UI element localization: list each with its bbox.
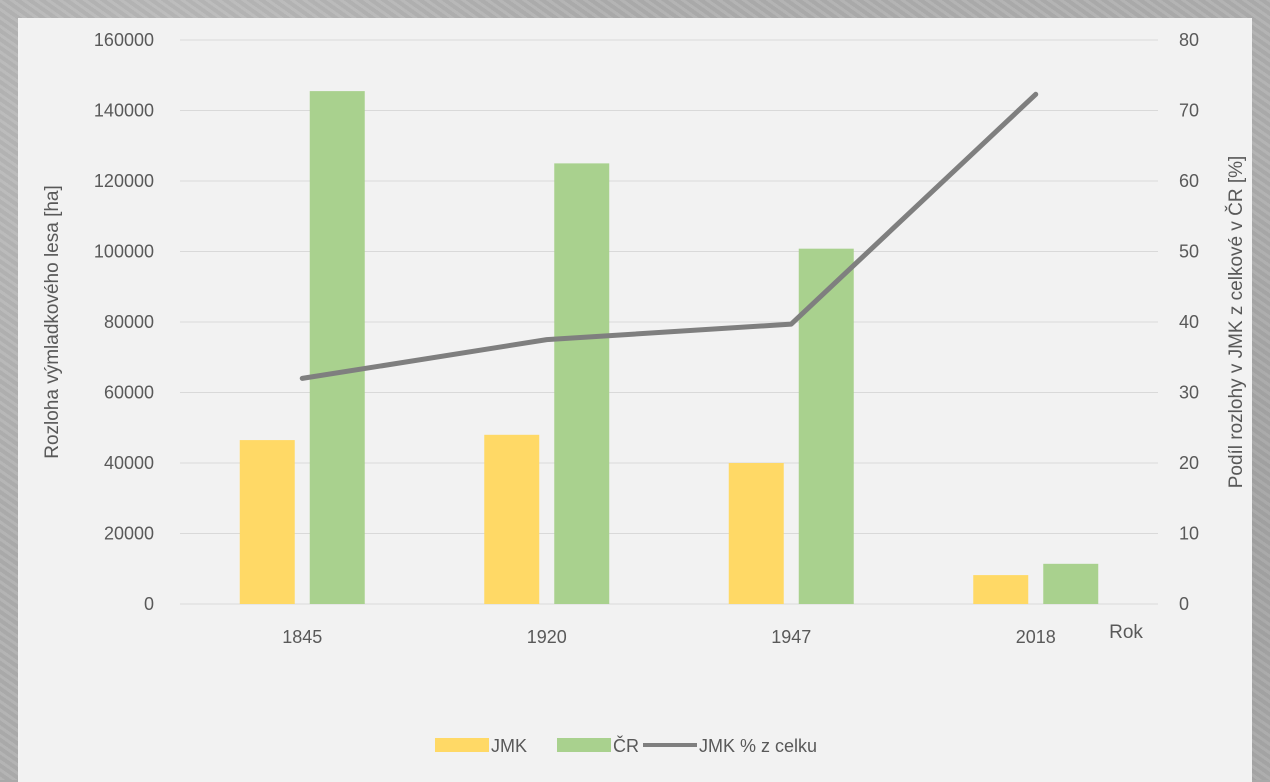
x-tick-label: 1845 bbox=[282, 627, 322, 647]
bars bbox=[239, 91, 1099, 605]
y-tick-label: 120000 bbox=[94, 171, 154, 191]
x-tick-label: 1920 bbox=[527, 627, 567, 647]
y2-tick-label: 40 bbox=[1179, 312, 1199, 332]
bar-jmk-1920 bbox=[484, 434, 540, 604]
y2-tick-label: 0 bbox=[1179, 594, 1189, 614]
y-tick-label: 80000 bbox=[104, 312, 154, 332]
line-jmk-percent bbox=[299, 91, 1039, 381]
chart-panel bbox=[18, 18, 1252, 782]
y-tick-label: 100000 bbox=[94, 242, 154, 262]
y-axis-title: Rozloha výmladkového lesa [ha] bbox=[42, 185, 63, 459]
bar--r-1920 bbox=[554, 163, 610, 604]
y-tick-label: 140000 bbox=[94, 101, 154, 121]
y-tick-label: 160000 bbox=[94, 30, 154, 50]
y2-tick-label: 80 bbox=[1179, 30, 1199, 50]
left-axis-ticks: 0 20000 40000 60000 80000 100000 120000 140000 1… bbox=[94, 30, 154, 614]
bar-jmk-2018 bbox=[973, 575, 1029, 604]
y-tick-label: 40000 bbox=[104, 453, 154, 473]
y2-tick-label: 60 bbox=[1179, 171, 1199, 191]
bar-jmk-1845 bbox=[239, 440, 295, 604]
legend-swatch-cr bbox=[557, 738, 611, 752]
legend-label-cr: ČR bbox=[613, 735, 639, 756]
bar--r-1845 bbox=[309, 91, 365, 605]
x-tick-label: 1947 bbox=[771, 627, 811, 647]
legend: JMK ČR JMK % z celku bbox=[435, 735, 817, 756]
legend-label-jmk: JMK bbox=[491, 736, 527, 756]
legend-swatch-jmk bbox=[435, 738, 489, 752]
x-tick-label: 2018 bbox=[1016, 627, 1056, 647]
y-tick-label: 60000 bbox=[104, 383, 154, 403]
bar-jmk-1947 bbox=[728, 463, 784, 604]
y-tick-label: 20000 bbox=[104, 524, 154, 544]
x-axis-title: Rok bbox=[1109, 622, 1143, 643]
y2-axis-title: Podíl rozlohy v JMK z celkové v ČR [%] bbox=[1225, 156, 1247, 489]
x-axis-ticks: 1845 1920 1947 2018 bbox=[282, 627, 1056, 647]
y2-tick-label: 20 bbox=[1179, 453, 1199, 473]
y2-tick-label: 30 bbox=[1179, 383, 1199, 403]
y2-tick-label: 50 bbox=[1179, 242, 1199, 262]
bar--r-2018 bbox=[1043, 563, 1099, 604]
bar--r-1947 bbox=[798, 248, 854, 604]
legend-label-line: JMK % z celku bbox=[699, 736, 817, 756]
y2-tick-label: 10 bbox=[1179, 524, 1199, 544]
y2-tick-label: 70 bbox=[1179, 101, 1199, 121]
right-axis-ticks: 0 10 20 30 40 50 60 70 80 bbox=[1179, 30, 1199, 614]
line-series bbox=[299, 91, 1039, 381]
y-tick-label: 0 bbox=[144, 594, 154, 614]
